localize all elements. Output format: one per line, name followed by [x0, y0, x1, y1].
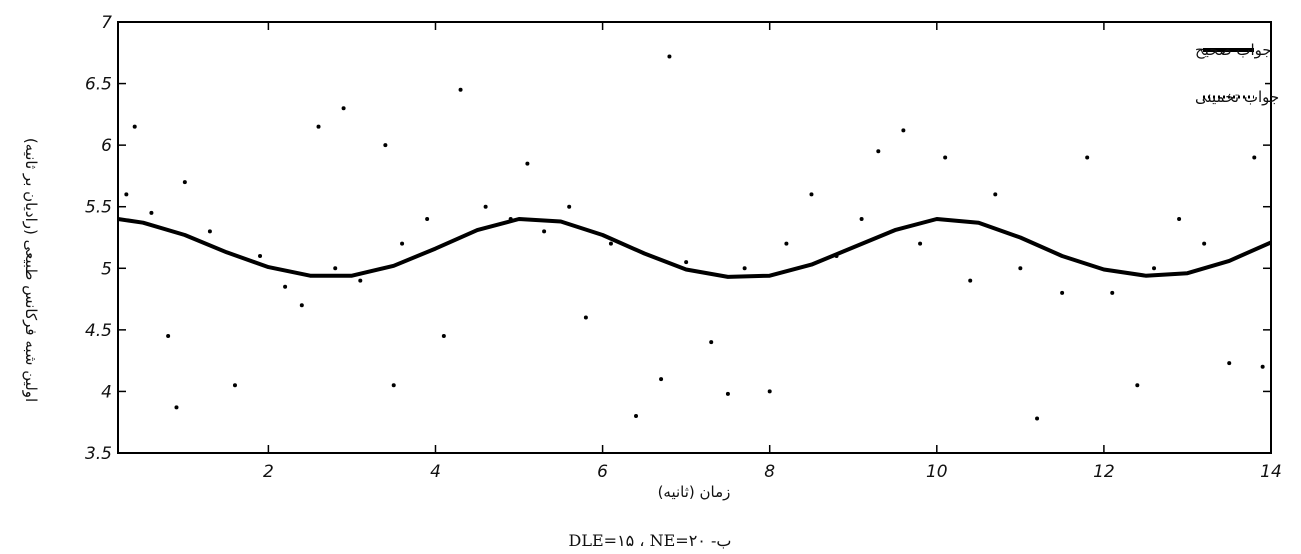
estimated-point [149, 210, 154, 215]
estimated-point [1110, 290, 1115, 295]
estimated-point [1260, 364, 1265, 369]
estimated-point [918, 241, 923, 246]
legend-background [1060, 32, 1265, 110]
estimated-point [383, 143, 388, 148]
y-tick-label: 4 [101, 382, 112, 402]
x-tick-label: 6 [597, 462, 608, 482]
estimated-point [608, 241, 613, 246]
estimated-point [207, 229, 212, 234]
estimated-point [232, 383, 237, 388]
estimated-point [809, 192, 814, 197]
estimated-point [299, 303, 304, 308]
estimated-point [182, 180, 187, 185]
x-tick-label: 12 [1093, 462, 1115, 482]
estimated-point [767, 389, 772, 394]
estimated-point [316, 124, 321, 129]
estimated-point [993, 192, 998, 197]
estimated-point [441, 334, 446, 339]
estimated-point [567, 204, 572, 209]
estimated-point [876, 149, 881, 154]
legend: جواب صحیح جواب تخمینی [1060, 32, 1279, 110]
estimated-point [901, 128, 906, 133]
legend-label-exact: جواب صحیح [1195, 41, 1272, 59]
y-tick-label: 5 [101, 259, 112, 279]
x-axis-label: زمان (ثانیه) [658, 483, 731, 501]
estimated-point [525, 161, 530, 166]
estimated-point [742, 266, 747, 271]
y-axis-label: اولین شبه فرکانس طبیعی (رادیان بر ثانیه) [22, 138, 40, 402]
estimated-point [659, 377, 664, 382]
estimated-point [968, 278, 973, 283]
estimated-point [634, 414, 639, 419]
x-tick-label: 10 [926, 462, 948, 482]
estimated-point [667, 54, 672, 59]
estimated-point [258, 253, 263, 258]
estimated-point [1202, 241, 1207, 246]
estimated-point [709, 340, 714, 345]
estimated-point [1085, 155, 1090, 160]
y-axis-ticks: 3.5 4 4.5 5 5.5 6 6.5 7 [85, 13, 1271, 464]
estimated-point [1152, 266, 1157, 271]
estimated-point [784, 241, 789, 246]
exact-series-line [117, 217, 1272, 279]
estimated-point [333, 266, 338, 271]
estimated-point [943, 155, 948, 160]
figure-caption: ب- DLE=۱۵ ، NE=۲۰ [569, 531, 732, 550]
y-tick-label: 6 [101, 136, 112, 156]
estimated-point [283, 284, 288, 289]
estimated-point [174, 405, 179, 410]
estimated-point [483, 204, 488, 209]
estimated-point [166, 334, 171, 339]
estimated-point [1018, 266, 1023, 271]
x-axis-ticks: 2 4 6 8 10 12 14 [263, 22, 1282, 482]
y-tick-label: 6.5 [85, 75, 112, 95]
x-tick-label: 14 [1260, 462, 1282, 482]
y-tick-label: 4.5 [85, 321, 112, 341]
y-tick-label: 5.5 [85, 198, 112, 218]
x-tick-label: 2 [263, 462, 274, 482]
estimated-point [391, 383, 396, 388]
x-tick-label: 4 [430, 462, 441, 482]
estimated-point [725, 391, 730, 396]
estimated-point [341, 106, 346, 111]
estimated-point [1227, 361, 1232, 366]
exact-line-layer [117, 217, 1272, 279]
legend-label-estimated: جواب تخمینی [1195, 88, 1279, 106]
estimated-point [1035, 416, 1040, 421]
estimated-point [124, 192, 129, 197]
estimated-point [1135, 383, 1140, 388]
estimated-point [859, 217, 864, 222]
estimated-point [458, 87, 463, 92]
x-tick-label: 8 [764, 462, 775, 482]
estimated-point [684, 260, 689, 265]
y-tick-label: 3.5 [85, 444, 112, 464]
estimated-point [1177, 217, 1182, 222]
estimated-point [425, 217, 430, 222]
estimated-point [358, 278, 363, 283]
y-tick-label: 7 [101, 13, 112, 33]
estimated-point [542, 229, 547, 234]
estimated-point [1252, 155, 1257, 160]
estimated-point [1060, 290, 1065, 295]
estimated-point [400, 241, 405, 246]
estimated-point [132, 124, 137, 129]
estimated-point [583, 315, 588, 320]
plot-frame [117, 21, 1272, 454]
